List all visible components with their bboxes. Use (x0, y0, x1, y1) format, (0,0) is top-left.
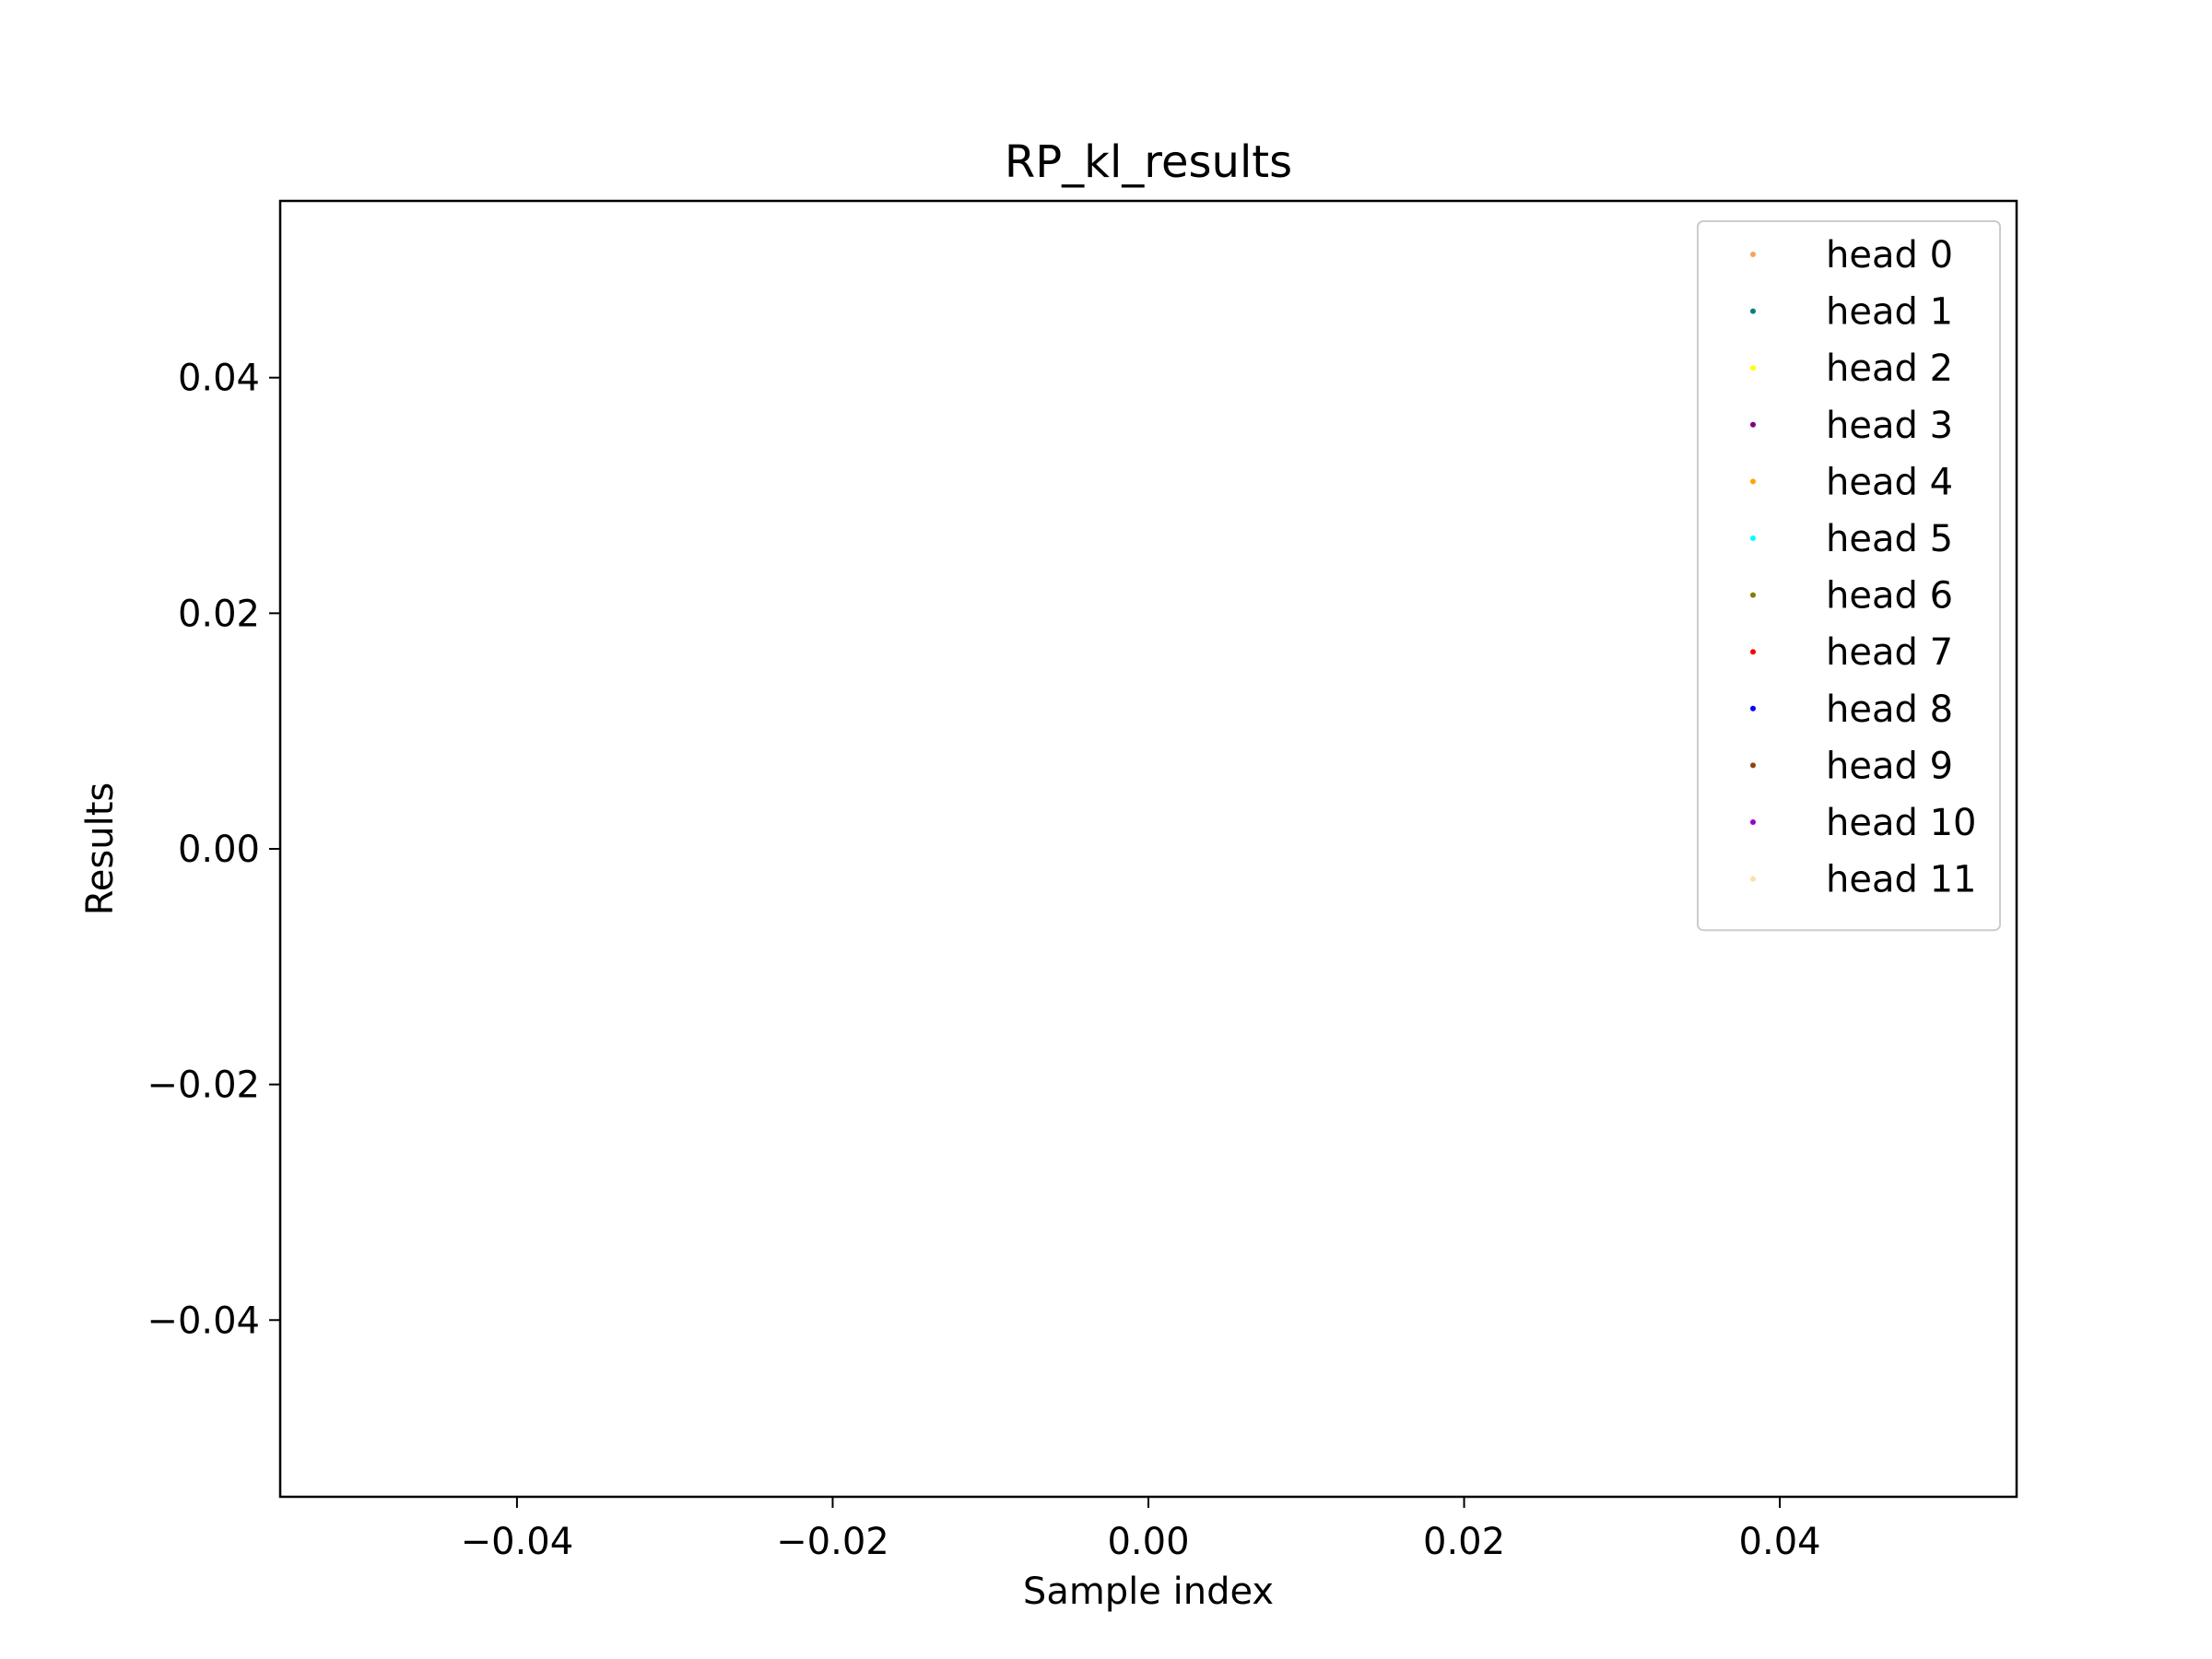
legend-label: head 8 (1826, 688, 1953, 731)
chart-title: RP_kl_results (1005, 136, 1292, 188)
x-tick-label: −0.04 (461, 1521, 574, 1563)
x-tick-label: 0.04 (1739, 1521, 1821, 1563)
legend: head 0 head 1 head 2 head 3 head 4 head 5 head… (1697, 220, 2001, 932)
legend-label: head 9 (1826, 745, 1953, 787)
x-axis-label: Sample index (1023, 1571, 1274, 1613)
legend-label: head 1 (1826, 291, 1953, 334)
x-tick-label: −0.02 (776, 1521, 889, 1563)
legend-label: head 10 (1826, 802, 1976, 844)
x-tick-label: 0.00 (1107, 1521, 1189, 1563)
y-tick-label: −0.04 (147, 1300, 260, 1342)
legend-label: head 2 (1826, 347, 1953, 390)
y-tick-label: 0.00 (178, 829, 260, 871)
legend-marker (1750, 308, 1756, 314)
x-tick-label: 0.02 (1423, 1521, 1505, 1563)
legend-label: head 7 (1826, 631, 1953, 674)
legend-label: head 11 (1826, 859, 1976, 901)
x-axis: −0.04 −0.02 0.00 0.02 0.04 (461, 1497, 1821, 1563)
legend-marker (1750, 649, 1756, 655)
legend-marker (1750, 252, 1756, 257)
y-axis: −0.04 −0.02 0.00 0.02 0.04 (147, 358, 280, 1342)
y-axis-label: Results (79, 782, 122, 915)
y-tick-label: 0.04 (178, 358, 260, 400)
legend-marker (1750, 876, 1756, 882)
legend-label: head 0 (1826, 234, 1953, 276)
y-tick-label: 0.02 (178, 593, 260, 635)
y-tick-label: −0.02 (147, 1065, 260, 1107)
legend-marker (1750, 819, 1756, 825)
legend-box (1697, 220, 2001, 932)
legend-label: head 4 (1826, 461, 1953, 503)
legend-marker (1750, 478, 1756, 485)
legend-label: head 6 (1826, 575, 1953, 618)
legend-marker (1750, 705, 1756, 712)
legend-marker (1750, 592, 1756, 598)
legend-marker (1750, 421, 1756, 428)
legend-marker (1750, 535, 1756, 541)
legend-label: head 5 (1826, 518, 1953, 560)
legend-marker (1750, 762, 1756, 769)
legend-label: head 3 (1826, 405, 1953, 447)
legend-marker (1750, 365, 1756, 371)
